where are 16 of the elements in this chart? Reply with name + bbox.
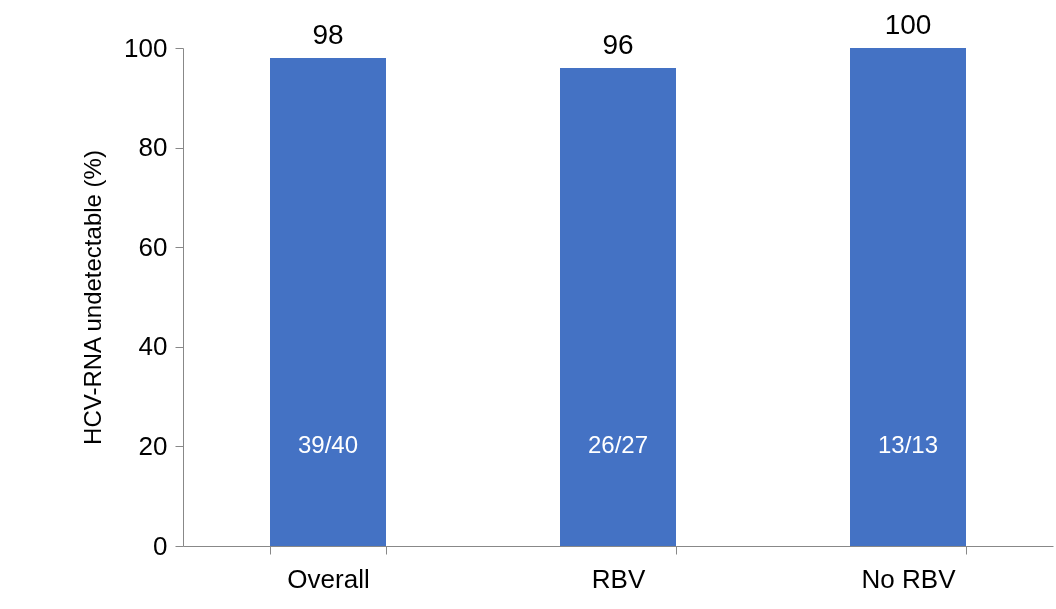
annotation: 13/13 (877, 431, 939, 459)
y-tick-label: 80 (138, 132, 168, 163)
x-tick-label: Overall (287, 563, 370, 594)
y-tick-label: 60 (138, 231, 168, 262)
y-tick-label: 40 (138, 331, 168, 362)
x-tick-label: RBV (591, 563, 646, 594)
y-tick-label: 0 (153, 530, 168, 561)
annotation: 26/27 (587, 431, 649, 459)
data-label: 98 (312, 18, 344, 50)
y-tick-label: 20 (138, 430, 168, 461)
y-tick-label: 100 (124, 32, 168, 63)
data-label: 96 (602, 28, 634, 60)
annotation: 39/40 (297, 431, 359, 459)
x-tick-label: No RBV (861, 563, 957, 594)
y-axis-title: HCV-RNA undetectable (%) (79, 150, 107, 445)
data-label: 100 (884, 9, 932, 40)
